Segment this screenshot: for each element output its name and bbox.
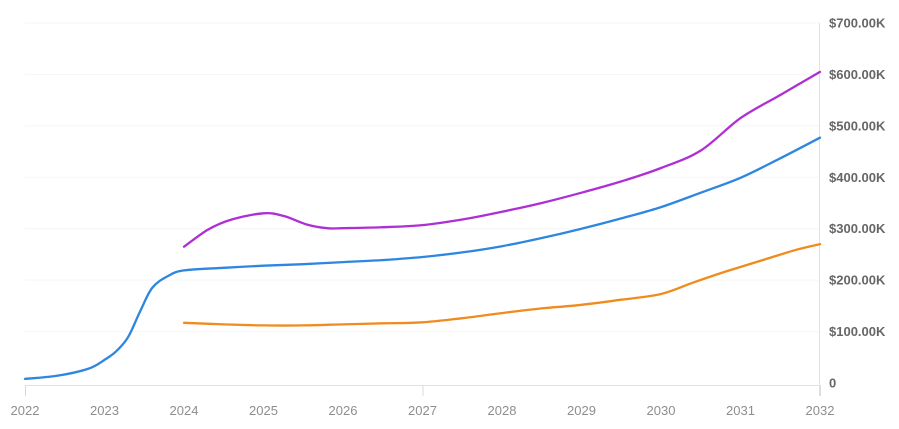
series-line-orange-series (182, 242, 822, 327)
y-axis-label: $300.00K (829, 221, 886, 236)
x-axis-label: 2031 (726, 403, 755, 418)
x-axis-label: 2023 (90, 403, 119, 418)
y-axis-label: $400.00K (829, 170, 886, 185)
y-axis-label: 0 (829, 376, 836, 391)
y-axis-label: $700.00K (829, 16, 886, 31)
y-axis-label: $600.00K (829, 67, 886, 82)
x-axis-label: 2027 (408, 403, 437, 418)
x-axis-label: 2026 (329, 403, 358, 418)
x-axis-label: 2030 (647, 403, 676, 418)
x-axis-label: 2029 (567, 403, 596, 418)
x-axis-label: 2025 (249, 403, 278, 418)
x-axis-label: 2028 (488, 403, 517, 418)
x-axis-label: 2032 (806, 403, 835, 418)
y-axis-label: $200.00K (829, 273, 886, 288)
series-line-blue-series (23, 136, 822, 381)
y-axis-label: $500.00K (829, 118, 886, 133)
y-axis-label: $100.00K (829, 324, 886, 339)
x-axis-label: 2022 (11, 403, 40, 418)
series-line-purple-series (182, 70, 822, 248)
x-axis-label: 2024 (170, 403, 199, 418)
